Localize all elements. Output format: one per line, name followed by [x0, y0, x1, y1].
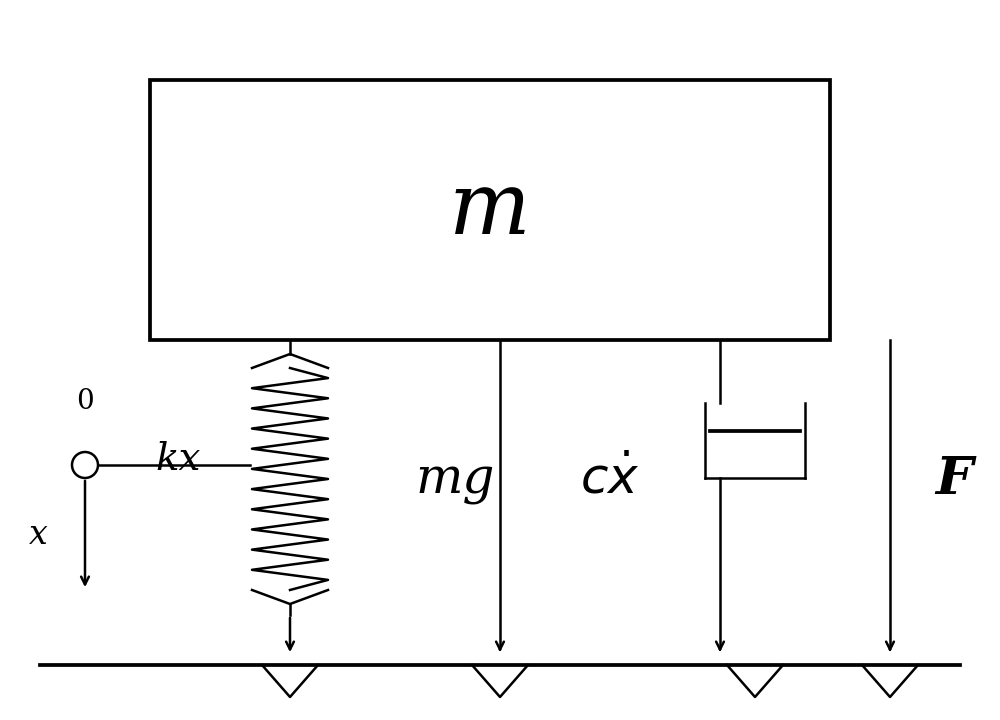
- Text: kx: kx: [155, 441, 200, 479]
- Text: F: F: [935, 454, 972, 505]
- Text: m: m: [449, 168, 531, 251]
- Text: x: x: [29, 519, 47, 551]
- Text: $c\dot{x}$: $c\dot{x}$: [580, 455, 640, 505]
- Text: 0: 0: [76, 388, 94, 415]
- Bar: [150, 80, 830, 340]
- Text: mg: mg: [415, 455, 495, 505]
